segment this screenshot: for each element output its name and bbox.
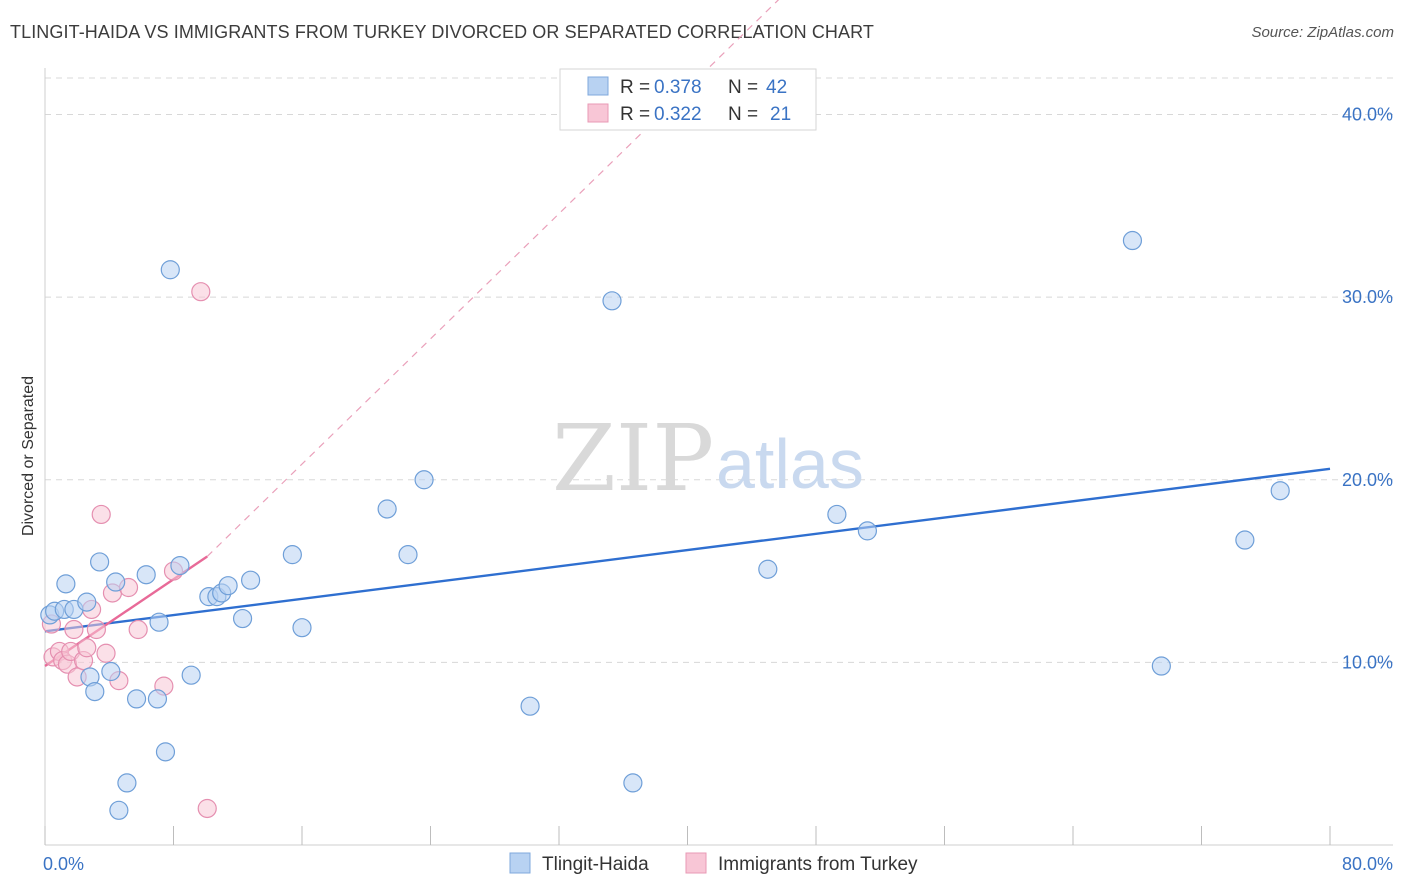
legend-n-label-turkey: N = [728, 104, 758, 125]
point-tlingit [602, 291, 622, 311]
point-tlingit [520, 696, 540, 716]
point-tlingit [109, 800, 129, 820]
series-legend-turkey: Immigrants from Turkey [718, 854, 918, 875]
point-turkey [91, 504, 111, 525]
y-tick-label: 40.0% [1342, 105, 1393, 125]
point-tlingit [160, 260, 180, 280]
legend-n-label-tlingit: N = [728, 77, 758, 98]
point-tlingit [623, 773, 643, 793]
y-axis-label: Divorced or Separated [20, 376, 37, 536]
point-tlingit [827, 504, 847, 525]
axes: 10.0% 20.0% 30.0% 40.0% [44, 68, 1393, 846]
legend-n-value-turkey: 21 [770, 104, 791, 125]
legend-swatch-turkey [587, 103, 609, 123]
point-turkey [128, 619, 148, 640]
legend-r-label-tlingit: R = [620, 77, 650, 98]
legend-n-value-tlingit: 42 [766, 77, 787, 98]
watermark: ZIP atlas [552, 405, 864, 512]
point-tlingit [377, 499, 397, 519]
stats-legend: R = 0.378 N = 42 R = 0.322 N = 21 [559, 68, 817, 131]
point-tlingit [149, 612, 169, 632]
trend-line-turkey-extrapolated [206, 0, 780, 557]
trend-line-tlingit [44, 467, 1331, 633]
point-turkey [86, 619, 107, 640]
series-legend-swatch-turkey [685, 852, 707, 874]
legend-r-value-turkey: 0.322 [654, 104, 702, 125]
y-tick-label: 10.0% [1342, 652, 1393, 672]
chart-title: TLINGIT-HAIDA VS IMMIGRANTS FROM TURKEY … [10, 22, 875, 42]
legend-r-value-tlingit: 0.378 [654, 77, 702, 98]
legend-swatch-tlingit [587, 76, 609, 96]
point-tlingit [85, 681, 105, 702]
series-legend: Tlingit-Haida Immigrants from Turkey [509, 852, 918, 875]
point-tlingit [101, 661, 121, 682]
point-tlingit [170, 555, 190, 576]
point-tlingit [117, 773, 137, 793]
series-legend-swatch-tlingit [509, 852, 531, 874]
point-tlingit [232, 608, 253, 629]
point-tlingit [147, 689, 168, 709]
watermark-atlas: atlas [716, 425, 864, 503]
x-tick-label-min: 0.0% [43, 854, 84, 874]
point-tlingit [106, 572, 126, 592]
legend-r-label-turkey: R = [620, 104, 650, 125]
point-tlingit [218, 576, 238, 596]
y-tick-label: 30.0% [1342, 287, 1393, 307]
point-tlingit [90, 552, 110, 572]
y-tick-label: 20.0% [1342, 470, 1393, 490]
point-tlingit [292, 618, 312, 638]
point-tlingit [56, 574, 76, 594]
point-tlingit [1151, 656, 1171, 676]
point-tlingit [758, 559, 778, 579]
source-label: Source: ZipAtlas.com [1251, 24, 1394, 41]
point-tlingit [414, 470, 434, 490]
point-tlingit [857, 521, 878, 541]
point-tlingit [1270, 481, 1290, 501]
point-turkey [96, 643, 116, 663]
point-turkey [191, 282, 211, 302]
point-tlingit [1235, 530, 1255, 550]
point-turkey [77, 638, 97, 658]
point-tlingit [136, 565, 156, 585]
series-legend-tlingit: Tlingit-Haida [542, 854, 649, 875]
point-turkey [64, 619, 84, 640]
point-tlingit [77, 592, 97, 612]
x-tick-label-max: 80.0% [1342, 854, 1393, 874]
point-tlingit [282, 545, 302, 565]
watermark-zip: ZIP [552, 405, 714, 512]
point-tlingit [241, 570, 261, 590]
point-tlingit [1122, 230, 1143, 251]
point-tlingit [181, 665, 201, 685]
scatter-points [40, 230, 1290, 820]
point-tlingit [398, 545, 418, 565]
point-tlingit [126, 689, 147, 709]
point-tlingit [155, 742, 176, 762]
point-turkey [197, 798, 217, 819]
